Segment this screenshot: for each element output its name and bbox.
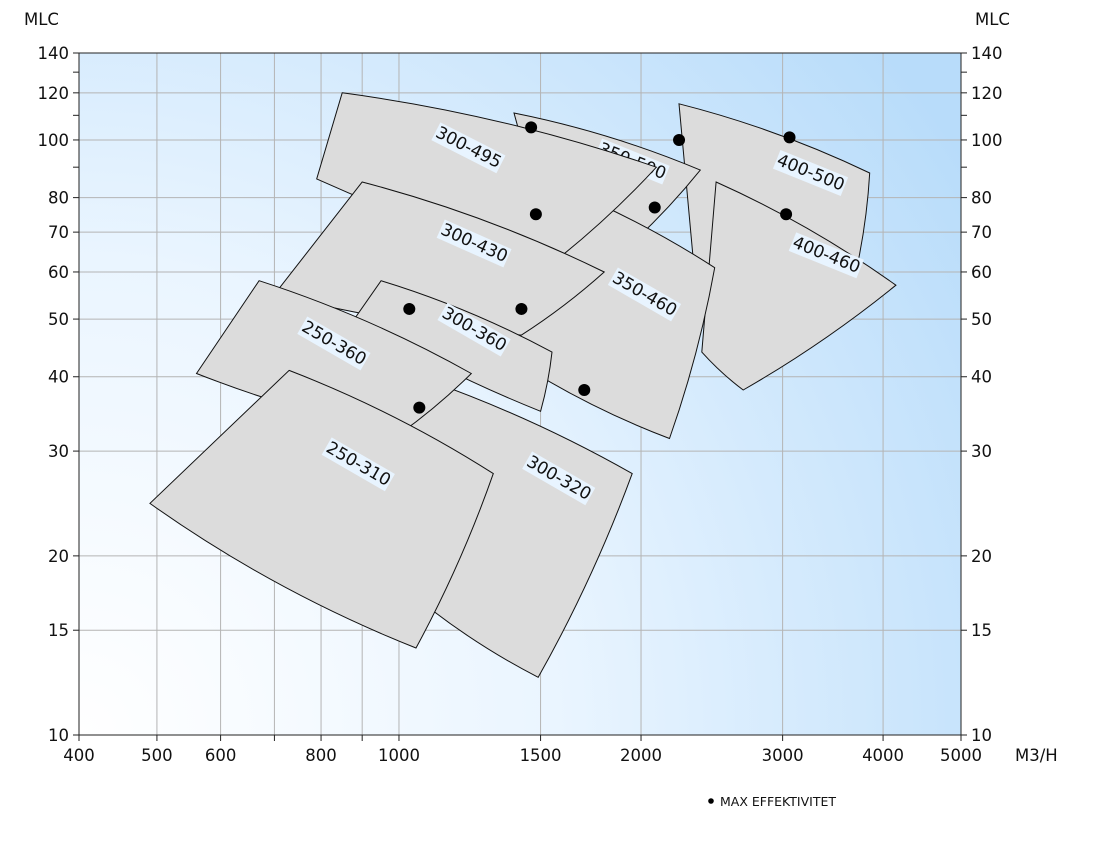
region-label-background bbox=[297, 316, 371, 371]
y-tick-label-right: 10 bbox=[971, 726, 992, 745]
x-tick-label: 2000 bbox=[620, 746, 662, 765]
region-250-310: 250-310 bbox=[149, 369, 494, 649]
region-label-background bbox=[436, 219, 512, 268]
x-tick-label: 500 bbox=[141, 746, 173, 765]
y-tick-label-right: 70 bbox=[971, 223, 992, 242]
max-efficiency-point bbox=[515, 302, 528, 315]
max-efficiency-point bbox=[673, 133, 686, 146]
max-efficiency-point bbox=[525, 121, 538, 134]
y-tick-label-left: 140 bbox=[38, 44, 70, 63]
y-tick-label-right: 30 bbox=[971, 442, 992, 461]
y-tick-label-left: 70 bbox=[48, 223, 69, 242]
region-label-background bbox=[772, 150, 849, 196]
region-label-background bbox=[607, 267, 682, 322]
y-tick-label-left: 15 bbox=[48, 621, 69, 640]
x-tick-label: 400 bbox=[63, 746, 95, 765]
y-tick-label-left: 30 bbox=[48, 442, 69, 461]
region-label-background bbox=[321, 437, 395, 492]
performance-regions: 400-500400-460350-500350-460300-495300-4… bbox=[149, 92, 897, 678]
x-tick-label: 1000 bbox=[378, 746, 420, 765]
y-tick-label-right: 50 bbox=[971, 310, 992, 329]
region-label-background bbox=[437, 302, 511, 357]
y-tick-label-left: 80 bbox=[48, 189, 69, 208]
region-shape bbox=[149, 369, 494, 649]
region-300-430: 300-430 bbox=[273, 181, 606, 336]
y-axis-title-left: MLC bbox=[24, 10, 59, 29]
y-tick-label-right: 15 bbox=[971, 621, 992, 640]
y-tick-label-right: 120 bbox=[971, 84, 1003, 103]
x-tick-label: 800 bbox=[305, 746, 337, 765]
x-tick-label: 5000 bbox=[940, 746, 982, 765]
y-tick-label-left: 120 bbox=[38, 84, 70, 103]
max-efficiency-point bbox=[578, 384, 591, 397]
max-efficiency-point bbox=[783, 131, 796, 144]
y-tick-label-right: 60 bbox=[971, 263, 992, 282]
y-tick-label-left: 60 bbox=[48, 263, 69, 282]
plot-frame bbox=[78, 52, 962, 736]
y-tick-label-right: 20 bbox=[971, 547, 992, 566]
y-tick-label-left: 100 bbox=[38, 131, 70, 150]
y-tick-label-left: 20 bbox=[48, 547, 69, 566]
region-300-320: 300-320 bbox=[398, 369, 633, 678]
legend-text: MAX EFFEKTIVITET bbox=[720, 794, 836, 809]
x-axis-unit-label: M3/H bbox=[1015, 746, 1058, 765]
region-label-background bbox=[431, 122, 506, 174]
x-tick-label: 600 bbox=[205, 746, 237, 765]
y-tick-label-right: 100 bbox=[971, 131, 1003, 150]
region-400-460: 400-460 bbox=[701, 181, 897, 391]
x-tick-label: 3000 bbox=[762, 746, 804, 765]
max-efficiency-point bbox=[780, 208, 793, 221]
max-efficiency-point bbox=[648, 201, 661, 214]
y-tick-label-right: 140 bbox=[971, 44, 1003, 63]
y-tick-label-left: 50 bbox=[48, 310, 69, 329]
legend-marker bbox=[708, 798, 714, 804]
region-shape bbox=[273, 181, 606, 336]
x-tick-label: 1500 bbox=[520, 746, 562, 765]
x-tick-label: 4000 bbox=[862, 746, 904, 765]
y-axis-title-right: MLC bbox=[975, 10, 1010, 29]
max-efficiency-point bbox=[403, 302, 416, 315]
y-tick-label-left: 10 bbox=[48, 726, 69, 745]
legend: MAX EFFEKTIVITET bbox=[708, 794, 836, 809]
region-label-background bbox=[788, 232, 864, 279]
y-tick-label-right: 40 bbox=[971, 368, 992, 387]
region-label-background bbox=[522, 451, 596, 506]
region-300-495: 300-495 bbox=[316, 92, 658, 265]
max-efficiency-point bbox=[529, 208, 542, 221]
max-efficiency-point bbox=[413, 401, 426, 414]
y-tick-label-right: 80 bbox=[971, 189, 992, 208]
y-tick-label-left: 40 bbox=[48, 368, 69, 387]
